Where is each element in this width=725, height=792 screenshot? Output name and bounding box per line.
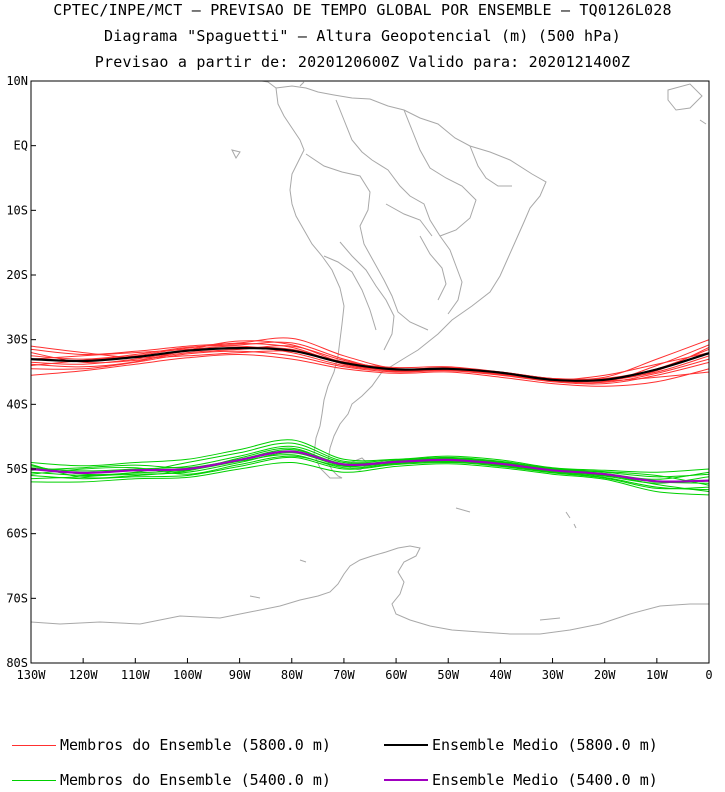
y-tick-label: 20S <box>6 268 28 282</box>
x-tick-label: 40W <box>490 668 512 682</box>
legend-swatch-member-5800 <box>12 744 56 746</box>
legend-swatch-mean-5400 <box>384 779 428 781</box>
legend-label-member-5400: Membros do Ensemble (5400.0 m) <box>60 771 331 789</box>
legend-member-5400: Membros do Ensemble (5400.0 m) <box>12 771 331 789</box>
x-tick-label: 130W <box>17 668 47 682</box>
x-tick-label: 0 <box>705 668 712 682</box>
series-member-5800-10 <box>31 340 709 384</box>
y-tick-label: 50S <box>6 462 28 476</box>
series-member-5800-5 <box>31 353 709 387</box>
antarctica-coast <box>31 545 709 635</box>
title-line-1: CPTEC/INPE/MCT – PREVISAO DE TEMPO GLOBA… <box>53 1 672 19</box>
y-tick-label: 10N <box>6 74 28 88</box>
contour-curves <box>31 337 709 496</box>
x-tick-label: 60W <box>385 668 407 682</box>
y-tick-label: 60S <box>6 527 28 541</box>
x-tick-label: 90W <box>229 668 251 682</box>
x-tick-label: 110W <box>121 668 151 682</box>
legend-label-mean-5800: Ensemble Medio (5800.0 m) <box>432 736 658 754</box>
series-mean-5400 <box>31 450 709 483</box>
x-axis: 130W 120W 110W 100W 90W 80W 70W 60W 50W 40W 30W 20W… <box>17 658 713 682</box>
x-tick-label: 10W <box>646 668 668 682</box>
series-member-5800-4 <box>31 350 709 385</box>
y-tick-label: 80S <box>6 656 28 670</box>
x-tick-label: 30W <box>542 668 564 682</box>
south-georgia-coast <box>455 507 577 529</box>
series-member-5400-9 <box>31 455 709 490</box>
series-member-5400-8 <box>31 454 709 484</box>
y-tick-label: 10S <box>6 203 28 217</box>
south-america-coast <box>275 85 547 479</box>
y-tick-label: EQ <box>14 139 28 153</box>
y-tick-label: 30S <box>6 333 28 347</box>
series-member-5400-6 <box>31 442 709 486</box>
x-tick-label: 80W <box>281 668 303 682</box>
series-member-5400-5 <box>31 461 709 496</box>
legend-label-member-5800: Membros do Ensemble (5800.0 m) <box>60 736 331 754</box>
x-tick-label: 20W <box>594 668 616 682</box>
y-tick-label: 70S <box>6 591 28 605</box>
title-line-3: Previsao a partir de: 2020120600Z Valido… <box>94 53 631 71</box>
x-tick-label: 100W <box>173 668 203 682</box>
legend-mean-5400: Ensemble Medio (5400.0 m) <box>384 771 658 789</box>
series-member-5800-1 <box>31 337 709 380</box>
legend-mean-5800: Ensemble Medio (5800.0 m) <box>384 736 658 754</box>
x-tick-label: 70W <box>333 668 355 682</box>
y-axis: 10N EQ 10S 20S 30S 40S 50S 60S 70S 80S <box>6 74 36 670</box>
series-member-5400-1 <box>31 439 709 473</box>
legend-swatch-member-5400 <box>12 779 56 781</box>
y-tick-label: 40S <box>6 397 28 411</box>
series-member-5400-4 <box>31 456 709 491</box>
legend-label-mean-5400: Ensemble Medio (5400.0 m) <box>432 771 658 789</box>
title-line-2: Diagrama "Spaguetti" – Altura Geopotenci… <box>104 27 621 45</box>
central-america-coast <box>231 81 707 159</box>
x-tick-label: 50W <box>437 668 459 682</box>
legend-swatch-mean-5800 <box>384 744 428 746</box>
x-tick-label: 120W <box>69 668 99 682</box>
country-borders <box>305 99 512 351</box>
plot-frame <box>30 80 710 664</box>
legend-member-5800: Membros do Ensemble (5800.0 m) <box>12 736 331 754</box>
series-mean-5800 <box>31 346 709 382</box>
